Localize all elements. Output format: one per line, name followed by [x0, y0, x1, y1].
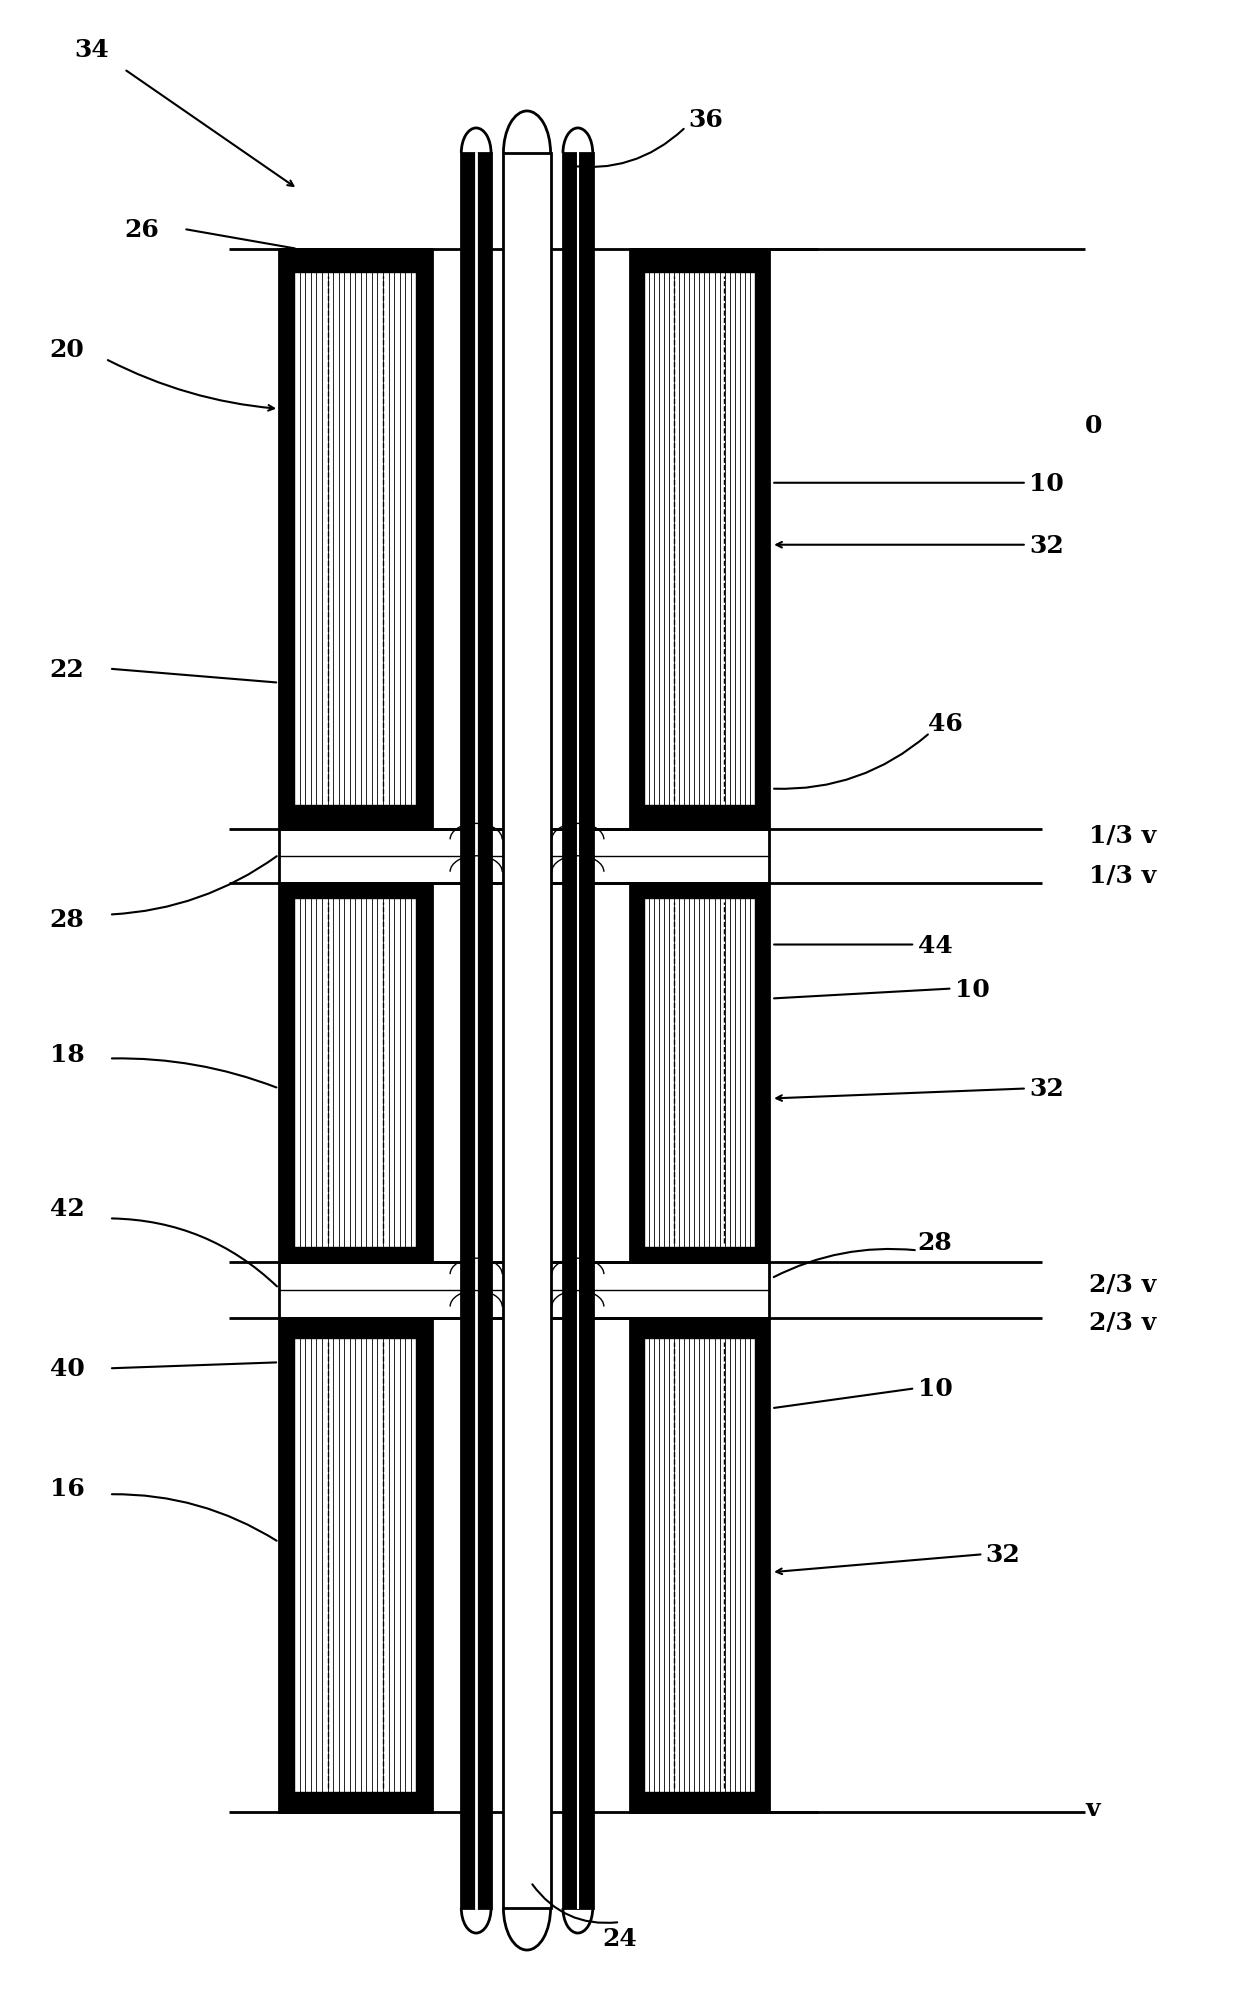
Text: 32: 32 — [1029, 1077, 1064, 1101]
Bar — [294, 274, 417, 805]
Bar — [630, 1319, 769, 1812]
Text: 2/3 v: 2/3 v — [1089, 1273, 1156, 1297]
Text: 42: 42 — [50, 1197, 84, 1221]
Bar — [644, 1339, 755, 1792]
Bar — [644, 899, 755, 1247]
Text: 10: 10 — [918, 1377, 952, 1401]
Bar — [503, 154, 551, 1908]
Text: 28: 28 — [918, 1231, 952, 1255]
Text: 28: 28 — [50, 907, 84, 931]
Text: 24: 24 — [603, 1926, 637, 1950]
Bar — [279, 1319, 432, 1812]
Bar — [630, 250, 769, 829]
Text: 16: 16 — [50, 1477, 84, 1500]
Text: 34: 34 — [74, 38, 109, 62]
Text: 32: 32 — [1029, 533, 1064, 557]
Text: 0: 0 — [1085, 414, 1102, 438]
Bar — [279, 883, 432, 1263]
Text: 18: 18 — [50, 1043, 84, 1067]
Text: 22: 22 — [50, 657, 84, 681]
Bar — [563, 154, 593, 1908]
Bar — [644, 274, 755, 805]
Text: 46: 46 — [928, 711, 962, 735]
Text: 26: 26 — [124, 218, 159, 242]
Text: v: v — [1085, 1796, 1100, 1820]
Bar — [461, 154, 491, 1908]
Text: 10: 10 — [1029, 472, 1064, 496]
Text: 44: 44 — [918, 933, 952, 957]
Text: 40: 40 — [50, 1357, 84, 1381]
Bar — [294, 1339, 417, 1792]
Text: 36: 36 — [688, 108, 723, 132]
Text: 1/3 v: 1/3 v — [1089, 823, 1156, 847]
Bar — [630, 883, 769, 1263]
Text: 2/3 v: 2/3 v — [1089, 1311, 1156, 1335]
Bar — [279, 250, 432, 829]
Text: 10: 10 — [955, 977, 990, 1001]
Text: 32: 32 — [986, 1542, 1021, 1566]
Bar — [279, 829, 769, 883]
Bar — [279, 1263, 769, 1319]
Text: 20: 20 — [50, 338, 84, 362]
Text: 1/3 v: 1/3 v — [1089, 863, 1156, 887]
Bar — [294, 899, 417, 1247]
